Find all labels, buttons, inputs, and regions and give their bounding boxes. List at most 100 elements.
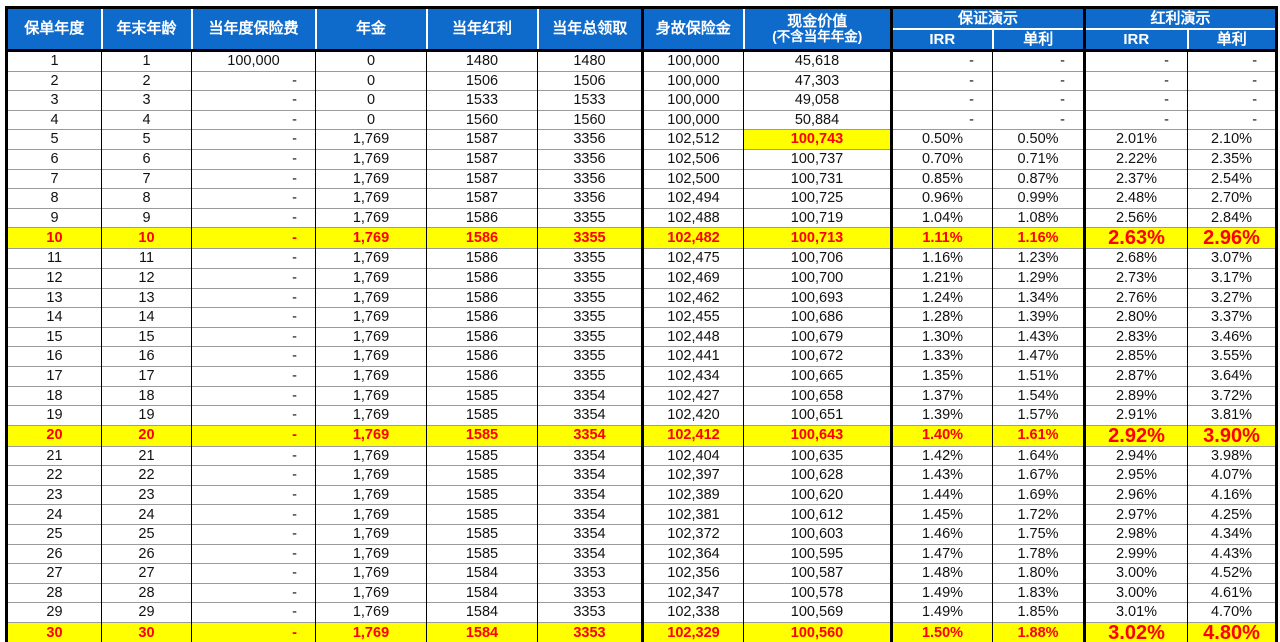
cell-guaranteed-irr[interactable]: 1.45%	[890, 504, 993, 525]
cell-guaranteed-irr[interactable]: 1.39%	[890, 405, 993, 426]
cell-total-withdrawal[interactable]: 3354	[537, 543, 643, 564]
cell-dividend[interactable]: 1587	[426, 188, 538, 209]
cell-annuity[interactable]: 1,769	[315, 543, 427, 564]
cell-dividend[interactable]: 1587	[426, 129, 538, 150]
cell-death-benefit[interactable]: 100,000	[641, 90, 744, 111]
cell-annuity[interactable]: 0	[315, 109, 427, 130]
cell-premium[interactable]: -	[191, 484, 316, 505]
cell-age[interactable]: 14	[101, 307, 192, 328]
cell-cash-value[interactable]: 49,058	[743, 90, 892, 111]
cell-age[interactable]: 3	[101, 90, 192, 111]
cell-total-withdrawal[interactable]: 3356	[537, 188, 643, 209]
cell-dividend-simple[interactable]: 3.37%	[1187, 307, 1277, 328]
cell-total-withdrawal[interactable]: 3353	[537, 622, 643, 642]
cell-policy-year[interactable]: 4	[6, 109, 102, 130]
cell-premium[interactable]: -	[191, 248, 316, 269]
cell-premium[interactable]: -	[191, 148, 316, 170]
cell-death-benefit[interactable]: 102,434	[641, 365, 744, 386]
cell-dividend-irr[interactable]: 2.48%	[1083, 188, 1188, 209]
cell-death-benefit[interactable]: 102,462	[641, 287, 744, 308]
cell-annuity[interactable]: 1,769	[315, 622, 427, 642]
cell-age[interactable]: 25	[101, 524, 192, 545]
cell-age[interactable]: 7	[101, 168, 192, 189]
cell-total-withdrawal[interactable]: 1480	[537, 50, 643, 72]
cell-dividend-simple[interactable]: 3.55%	[1187, 346, 1277, 367]
cell-guaranteed-irr[interactable]: 1.30%	[890, 326, 993, 347]
cell-total-withdrawal[interactable]: 3354	[537, 445, 643, 466]
cell-annuity[interactable]: 0	[315, 90, 427, 111]
cell-annuity[interactable]: 1,769	[315, 365, 427, 386]
cell-dividend[interactable]: 1584	[426, 622, 538, 642]
cell-annuity[interactable]: 1,769	[315, 148, 427, 170]
cell-total-withdrawal[interactable]: 1560	[537, 109, 643, 130]
cell-age[interactable]: 20	[101, 424, 192, 447]
cell-guaranteed-simple[interactable]: 1.16%	[991, 227, 1085, 249]
cell-total-withdrawal[interactable]: 3354	[537, 524, 643, 545]
cell-dividend-simple[interactable]: 2.70%	[1187, 188, 1277, 209]
cell-premium[interactable]: -	[191, 109, 316, 130]
cell-annuity[interactable]: 1,769	[315, 424, 427, 447]
cell-dividend[interactable]: 1560	[426, 109, 538, 130]
cell-policy-year[interactable]: 3	[6, 90, 102, 111]
cell-premium[interactable]: -	[191, 405, 316, 426]
cell-policy-year[interactable]: 22	[6, 465, 102, 486]
cell-cash-value[interactable]: 100,658	[743, 385, 892, 406]
cell-death-benefit[interactable]: 102,356	[641, 563, 744, 584]
cell-dividend-irr[interactable]: 2.95%	[1083, 465, 1188, 486]
cell-cash-value[interactable]: 100,700	[743, 267, 892, 289]
cell-guaranteed-simple[interactable]: 1.47%	[991, 346, 1085, 367]
cell-cash-value[interactable]: 100,603	[743, 524, 892, 545]
cell-death-benefit[interactable]: 102,441	[641, 346, 744, 367]
cell-guaranteed-irr[interactable]: 1.37%	[890, 385, 993, 406]
cell-premium[interactable]: -	[191, 287, 316, 308]
cell-guaranteed-simple[interactable]: 1.88%	[991, 622, 1085, 642]
cell-cash-value[interactable]: 100,560	[743, 622, 892, 642]
cell-dividend-simple[interactable]: -	[1187, 70, 1277, 91]
cell-death-benefit[interactable]: 102,420	[641, 405, 744, 426]
cell-guaranteed-irr[interactable]: 1.49%	[890, 602, 993, 623]
cell-guaranteed-simple[interactable]: 1.72%	[991, 504, 1085, 525]
cell-dividend-simple[interactable]: 3.90%	[1187, 424, 1277, 447]
cell-death-benefit[interactable]: 102,448	[641, 326, 744, 347]
cell-annuity[interactable]: 1,769	[315, 504, 427, 525]
cell-dividend[interactable]: 1585	[426, 405, 538, 426]
cell-dividend[interactable]: 1586	[426, 248, 538, 269]
cell-annuity[interactable]: 1,769	[315, 405, 427, 426]
cell-dividend-simple[interactable]: 3.72%	[1187, 385, 1277, 406]
cell-dividend[interactable]: 1533	[426, 90, 538, 111]
cell-cash-value[interactable]: 100,731	[743, 168, 892, 189]
cell-cash-value[interactable]: 100,693	[743, 287, 892, 308]
cell-age[interactable]: 17	[101, 365, 192, 386]
cell-total-withdrawal[interactable]: 3353	[537, 563, 643, 584]
cell-policy-year[interactable]: 29	[6, 602, 102, 623]
cell-dividend-irr[interactable]: 2.37%	[1083, 168, 1188, 189]
cell-annuity[interactable]: 1,769	[315, 248, 427, 269]
cell-premium[interactable]: -	[191, 582, 316, 603]
cell-age[interactable]: 5	[101, 129, 192, 150]
cell-guaranteed-simple[interactable]: -	[991, 90, 1085, 111]
cell-premium[interactable]: -	[191, 524, 316, 545]
cell-guaranteed-irr[interactable]: -	[890, 90, 993, 111]
cell-death-benefit[interactable]: 102,347	[641, 582, 744, 603]
cell-dividend-irr[interactable]: 3.01%	[1083, 602, 1188, 623]
cell-dividend[interactable]: 1585	[426, 504, 538, 525]
cell-guaranteed-simple[interactable]: 1.83%	[991, 582, 1085, 603]
cell-dividend-simple[interactable]: 2.10%	[1187, 129, 1277, 150]
cell-policy-year[interactable]: 9	[6, 207, 102, 228]
cell-guaranteed-irr[interactable]: 1.16%	[890, 248, 993, 269]
cell-guaranteed-simple[interactable]: 1.34%	[991, 287, 1085, 308]
cell-age[interactable]: 30	[101, 622, 192, 642]
cell-death-benefit[interactable]: 102,500	[641, 168, 744, 189]
cell-guaranteed-simple[interactable]: 1.69%	[991, 484, 1085, 505]
cell-dividend-irr[interactable]: 2.73%	[1083, 267, 1188, 289]
cell-dividend-simple[interactable]: 2.54%	[1187, 168, 1277, 189]
cell-dividend[interactable]: 1585	[426, 445, 538, 466]
cell-death-benefit[interactable]: 100,000	[641, 50, 744, 72]
cell-guaranteed-irr[interactable]: 1.46%	[890, 524, 993, 545]
cell-death-benefit[interactable]: 102,329	[641, 622, 744, 642]
cell-dividend-simple[interactable]: 4.07%	[1187, 465, 1277, 486]
cell-dividend-simple[interactable]: 3.64%	[1187, 365, 1277, 386]
cell-guaranteed-irr[interactable]: 1.21%	[890, 267, 993, 289]
cell-annuity[interactable]: 1,769	[315, 524, 427, 545]
cell-policy-year[interactable]: 5	[6, 129, 102, 150]
